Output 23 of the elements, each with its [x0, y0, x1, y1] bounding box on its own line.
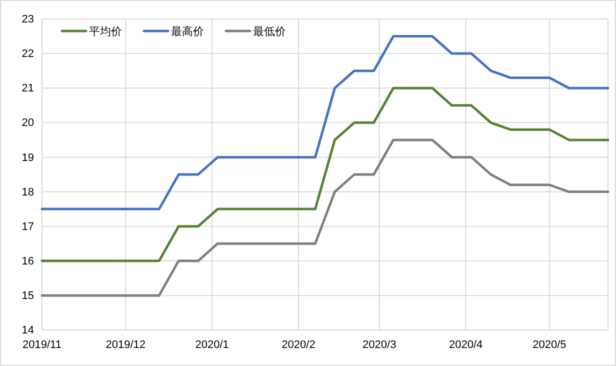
line-series — [40, 35, 610, 210]
y-tick-label: 17 — [22, 220, 34, 233]
legend-label: 最低价 — [253, 26, 286, 38]
line-series — [40, 138, 610, 297]
x-tick-label: 2020/1 — [195, 338, 229, 351]
legend-label: 平均价 — [89, 26, 122, 38]
line-series — [40, 86, 610, 262]
y-tick-label: 22 — [22, 48, 34, 60]
y-tick-label: 16 — [22, 255, 34, 268]
x-tick-label: 2019/12 — [106, 338, 146, 351]
y-tick-label: 14 — [22, 324, 34, 337]
legend-label: 最高价 — [171, 25, 204, 38]
x-tick-label: 2020/4 — [448, 338, 483, 351]
y-tick-label: 23 — [22, 14, 34, 26]
y-tick-label: 20 — [22, 117, 34, 130]
x-tick-label: 2020/2 — [282, 338, 316, 351]
x-tick-label: 2019/11 — [22, 338, 62, 351]
x-tick-label: 2020/3 — [362, 338, 396, 351]
y-tick-label: 15 — [22, 290, 34, 302]
y-tick-label: 19 — [22, 152, 34, 164]
x-tick-label: 2020/5 — [532, 338, 566, 351]
y-tick-label: 18 — [22, 186, 34, 198]
y-tick-label: 21 — [22, 82, 34, 95]
